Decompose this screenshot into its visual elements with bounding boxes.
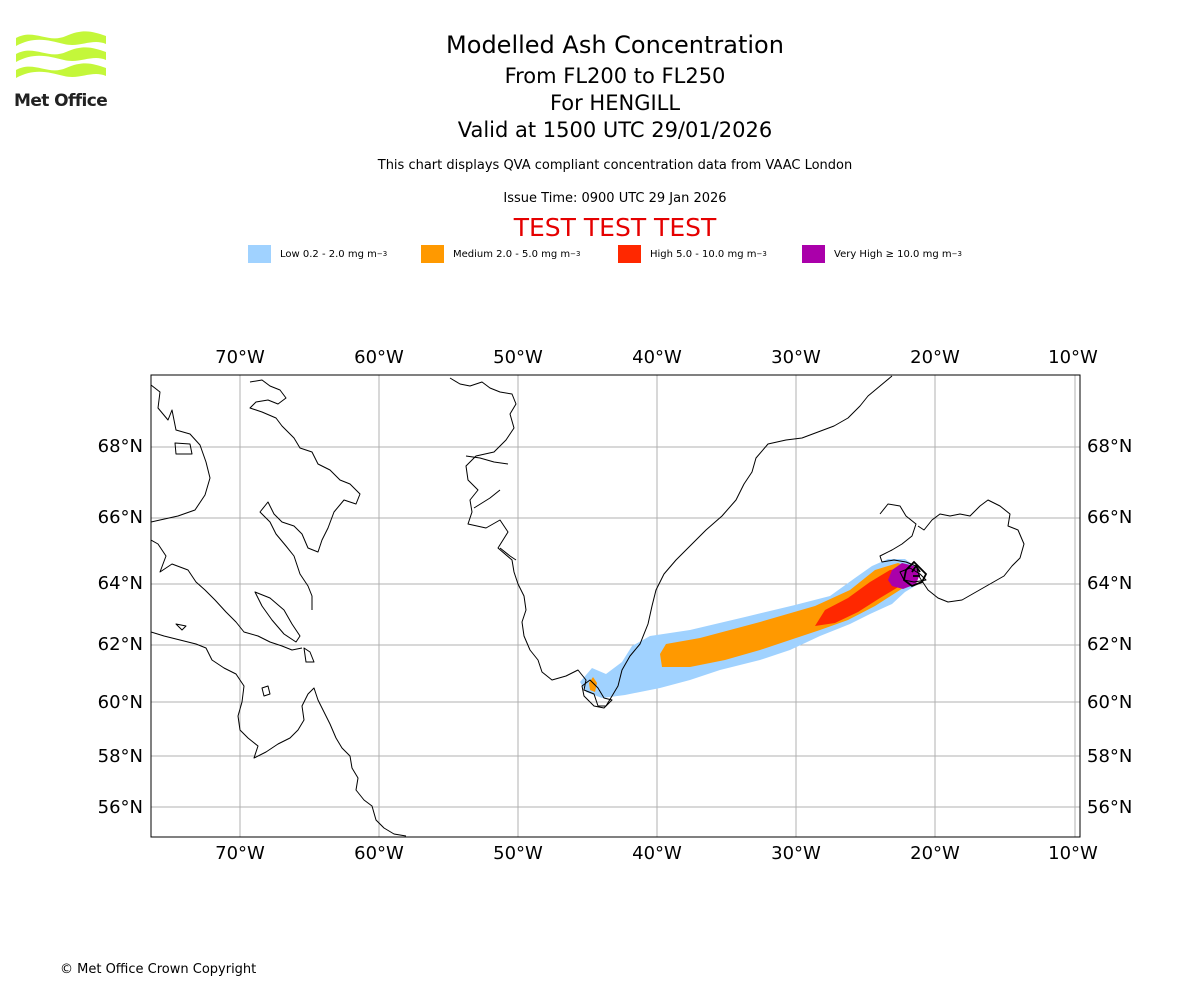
coast-greenland (449, 375, 893, 707)
volcano-marker-hengill (903, 560, 928, 588)
legend-swatch-very-high (802, 245, 825, 263)
chart-description: This chart displays QVA compliant concen… (377, 158, 853, 173)
volcano-marker-symbol (911, 564, 921, 577)
lat-label-left-62n: 62°N (98, 634, 143, 655)
volcano-marker-outline (903, 560, 928, 588)
legend-unit-exp-very-high: −3 (951, 250, 962, 258)
legend-swatch-low (248, 245, 271, 263)
lon-label-bottom-30w: 30°W (771, 843, 821, 864)
lat-label-right-58n: 58°N (1087, 746, 1132, 767)
legend-item-medium: Medium 2.0 - 5.0 mg m −3 (421, 244, 580, 264)
lat-label-left-66n: 66°N (98, 507, 143, 528)
legend-label-low: Low 0.2 - 2.0 mg m (280, 248, 377, 260)
lat-label-left-64n: 64°N (98, 573, 143, 594)
lat-label-right-62n: 62°N (1087, 634, 1132, 655)
lon-label-bottom-40w: 40°W (632, 843, 682, 864)
legend-swatch-high (618, 245, 641, 263)
lon-label-bottom-70w: 70°W (215, 843, 265, 864)
coast-greenland-fjord-3 (499, 547, 517, 561)
lon-label-top-10w: 10°W (1048, 347, 1098, 368)
longitude-labels-bottom: 70°W 60°W 50°W 40°W 30°W 20°W 10°W (215, 843, 1098, 864)
met-office-logo (16, 31, 106, 78)
latitude-labels-right: 68°N 66°N 64°N 62°N 60°N 58°N 56°N (1087, 436, 1132, 818)
legend-label-very-high: Very High ≥ 10.0 mg m (834, 248, 952, 260)
logo-wave-2 (16, 47, 106, 62)
legend-item-very-high: Very High ≥ 10.0 mg m −3 (802, 244, 962, 264)
chart-title: Modelled Ash Concentration (446, 31, 784, 59)
coast-baffin-island (151, 384, 211, 523)
lon-label-bottom-60w: 60°W (354, 843, 404, 864)
coast-greenland-south-island (581, 679, 613, 709)
ash-region-high (815, 568, 912, 626)
coast-labrador-island-3 (261, 685, 271, 697)
legend-item-high: High 5.0 - 10.0 mg m −3 (618, 244, 767, 264)
lon-label-bottom-50w: 50°W (493, 843, 543, 864)
ash-region-medium (660, 563, 912, 667)
coast-labrador-island-4 (175, 623, 187, 631)
lat-label-left-58n: 58°N (98, 746, 143, 767)
lat-label-right-64n: 64°N (1087, 573, 1132, 594)
legend-unit-exp-medium: −3 (570, 250, 581, 258)
coast-labrador-north (151, 539, 303, 651)
valid-time: Valid at 1500 UTC 29/01/2026 (457, 118, 773, 142)
legend-swatch-medium (421, 245, 444, 263)
logo-wave-1 (16, 31, 106, 46)
coast-greenland-fjord-1 (465, 455, 509, 465)
coast-iceland (879, 499, 1025, 603)
test-banner: TEST TEST TEST (513, 213, 717, 242)
legend-label-medium: Medium 2.0 - 5.0 mg m (453, 248, 571, 260)
lat-label-right-68n: 68°N (1087, 436, 1132, 457)
lon-label-top-40w: 40°W (632, 347, 682, 368)
lon-label-top-60w: 60°W (354, 347, 404, 368)
ash-map: 70°W 60°W 50°W 40°W 30°W 20°W 10°W 70°W … (98, 347, 1133, 864)
lon-label-top-50w: 50°W (493, 347, 543, 368)
copyright-notice: © Met Office Crown Copyright (60, 962, 257, 977)
legend-item-low: Low 0.2 - 2.0 mg m −3 (248, 244, 387, 264)
coast-labrador-island-2 (303, 647, 315, 663)
lat-label-left-60n: 60°N (98, 692, 143, 713)
lat-label-right-60n: 60°N (1087, 692, 1132, 713)
lon-label-top-30w: 30°W (771, 347, 821, 368)
flight-level-range: From FL200 to FL250 (504, 64, 726, 88)
logo-text: Met Office (14, 91, 108, 111)
coast-greenland-west-islands (249, 379, 361, 610)
legend-unit-exp-high: −3 (756, 250, 767, 258)
legend-label-high: High 5.0 - 10.0 mg m (650, 248, 757, 260)
issue-time: Issue Time: 0900 UTC 29 Jan 2026 (503, 191, 727, 206)
map-frame (150, 374, 1081, 838)
volcano-name-line: For HENGILL (549, 91, 681, 115)
coastlines (151, 375, 1025, 837)
coast-labrador-island-1 (254, 591, 301, 643)
map-frame-background (151, 375, 1080, 837)
lon-label-bottom-10w: 10°W (1048, 843, 1098, 864)
lon-label-bottom-20w: 20°W (910, 843, 960, 864)
lon-label-top-20w: 20°W (910, 347, 960, 368)
coast-labrador (151, 631, 407, 837)
latitude-labels-left: 68°N 66°N 64°N 62°N 60°N 58°N 56°N (98, 436, 143, 818)
logo-wave-3 (16, 63, 106, 78)
lat-label-right-66n: 66°N (1087, 507, 1132, 528)
legend-unit-exp-low: −3 (376, 250, 388, 258)
gridlines (151, 375, 1080, 837)
longitude-labels-top: 70°W 60°W 50°W 40°W 30°W 20°W 10°W (215, 347, 1098, 368)
coast-greenland-fjord-2 (473, 489, 501, 509)
lat-label-left-56n: 56°N (98, 797, 143, 818)
coast-baffin-lakes (174, 442, 193, 455)
lat-label-right-56n: 56°N (1087, 797, 1132, 818)
lon-label-top-70w: 70°W (215, 347, 265, 368)
lat-label-left-68n: 68°N (98, 436, 143, 457)
